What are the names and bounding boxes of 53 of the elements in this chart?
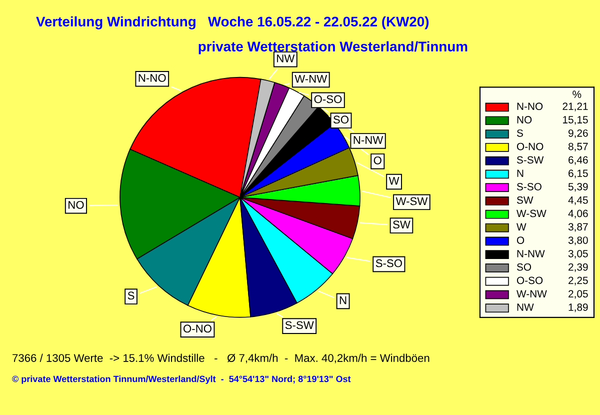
slice-label: S-SO <box>376 259 402 268</box>
text: © private Wetterstation Tinnum/Westerland/Sylt - 54°54'13" Nord; 8°19'13" Ost <box>12 376 351 384</box>
legend-label: NO <box>517 116 532 124</box>
data-label: 1,89 <box>568 304 588 312</box>
legend-label: O-NO <box>516 142 544 150</box>
data-label: 15,15 <box>563 116 588 125</box>
slice-label: O-NO <box>184 324 212 333</box>
data-label: 2,05 <box>568 290 588 299</box>
slice-label: NW <box>277 54 295 62</box>
slice-label: O <box>374 156 382 164</box>
data-label: 9,26 <box>568 129 588 138</box>
slice-label: NO <box>68 200 84 209</box>
data-label: 8,57 <box>568 142 588 152</box>
slice-label: SO <box>333 116 349 124</box>
data-label: 4,06 <box>568 210 588 218</box>
legend-label: SO <box>516 263 532 271</box>
data-label: 21,21 <box>562 102 588 112</box>
slice-label: O-SO <box>314 95 342 104</box>
legend-label: S-SW <box>516 156 544 164</box>
data-label: 3,05 <box>568 250 588 259</box>
legend-label: S-SO <box>516 183 542 190</box>
legend-label: N <box>517 170 524 177</box>
slice-label: N-NW <box>354 136 384 144</box>
slice-label: W-NW <box>294 74 328 83</box>
legend-label: SW <box>516 196 534 204</box>
data-label: 6,46 <box>568 156 588 165</box>
slice-label: N-NO <box>138 74 166 82</box>
text: 7366 / 1305 Werte -> 15.1% Windstille - Ø 7,4km/h - Max. 40,2km/h = Windböen <box>12 354 430 364</box>
legend-label: N-NW <box>517 250 545 258</box>
legend-label: O-SO <box>516 276 543 284</box>
chart-title: Verteilung Windrichtung Woche 16.05.22 - 22.05.22 (KW20) <box>36 16 429 30</box>
data-label: 4,45 <box>568 196 588 205</box>
legend-label: W-NW <box>516 290 547 298</box>
slice-label: SW <box>393 220 410 229</box>
legend-title: % <box>572 90 582 98</box>
legend-label: N-NO <box>517 102 543 110</box>
slice-label: W <box>388 176 400 185</box>
slice-label: S-SW <box>285 321 314 330</box>
chart-subtitle: private Wetterstation Westerland/Tinnum <box>198 41 468 54</box>
slice-label: N <box>340 296 346 304</box>
data-label: 6,15 <box>568 170 588 178</box>
legend-label: NW <box>517 304 534 311</box>
data-label: 3,80 <box>568 236 588 246</box>
data-label: 5,39 <box>568 183 588 192</box>
data-label: 3,87 <box>568 223 588 232</box>
slice-label: W-SW <box>396 197 428 206</box>
legend-label: W <box>516 223 526 230</box>
slice-label: S <box>128 292 134 300</box>
legend-label: W-SW <box>516 210 546 218</box>
data-label: 2,25 <box>568 276 588 286</box>
legend-label: S <box>516 129 523 137</box>
legend-label: O <box>516 236 524 244</box>
data-label: 2,39 <box>568 263 588 272</box>
